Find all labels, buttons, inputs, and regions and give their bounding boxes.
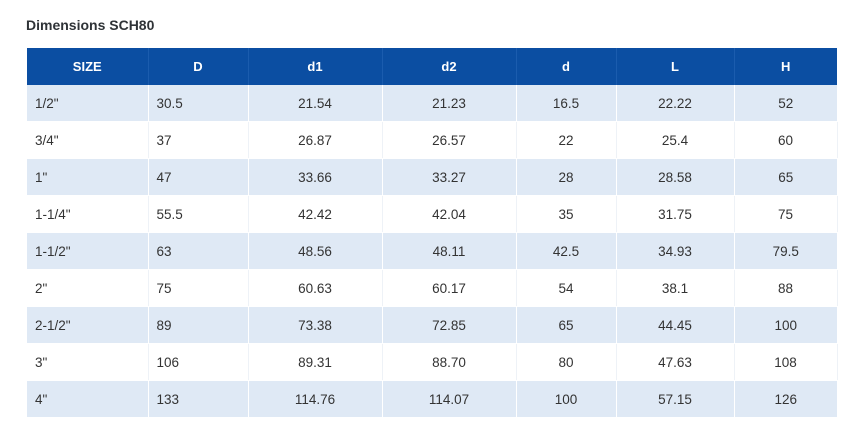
cell-D: 37 <box>148 121 249 159</box>
cell-D: 30.5 <box>148 85 249 122</box>
column-header-size: SIZE <box>27 48 149 85</box>
cell-H: 65 <box>734 158 837 196</box>
cell-H: 108 <box>734 343 838 381</box>
cell-L: 22.22 <box>616 85 735 122</box>
cell-d: 22 <box>516 121 617 159</box>
cell-size: 2-1/2" <box>27 306 149 344</box>
cell-D: 106 <box>148 343 249 381</box>
cell-d2: 48.11 <box>382 232 517 270</box>
cell-d1: 26.87 <box>248 121 383 159</box>
cell-L: 28.58 <box>616 158 735 196</box>
cell-D: 89 <box>148 306 249 344</box>
dimensions-table: SIZE D d1 d2 d L H 1/2" 30.5 21.54 21.23… <box>27 48 838 418</box>
table-row: 1/2" 30.5 21.54 21.23 16.5 22.22 52 <box>27 85 837 122</box>
column-header-D: D <box>148 48 249 85</box>
page-title: Dimensions SCH80 <box>26 17 155 33</box>
cell-size: 1-1/4" <box>27 195 149 233</box>
cell-d2: 33.27 <box>382 158 517 196</box>
cell-H: 88 <box>734 269 838 307</box>
column-header-L: L <box>616 48 735 85</box>
cell-d2: 114.07 <box>382 380 517 418</box>
cell-D: 63 <box>148 232 249 270</box>
column-header-d2: d2 <box>382 48 517 85</box>
cell-size: 3" <box>27 343 149 381</box>
column-header-d: d <box>516 48 617 85</box>
cell-size: 1" <box>27 158 149 196</box>
cell-d: 16.5 <box>516 85 617 122</box>
table-row: 1-1/2" 63 48.56 48.11 42.5 34.93 79.5 <box>27 232 837 270</box>
table-header-row: SIZE D d1 d2 d L H <box>27 48 837 85</box>
cell-d1: 60.63 <box>248 269 383 307</box>
cell-H: 52 <box>734 85 837 122</box>
cell-H: 79.5 <box>734 232 837 270</box>
cell-d1: 42.42 <box>248 195 383 233</box>
cell-d2: 60.17 <box>382 269 517 307</box>
cell-d1: 89.31 <box>248 343 383 381</box>
cell-d1: 48.56 <box>248 232 383 270</box>
cell-d1: 33.66 <box>248 158 383 196</box>
cell-D: 55.5 <box>148 195 249 233</box>
cell-L: 57.15 <box>616 380 735 418</box>
cell-H: 126 <box>734 380 837 418</box>
table-row: 2" 75 60.63 60.17 54 38.1 88 <box>27 269 838 307</box>
table-row: 1" 47 33.66 33.27 28 28.58 65 <box>27 158 837 196</box>
table-row: 3/4" 37 26.87 26.57 22 25.4 60 <box>27 121 838 159</box>
cell-D: 47 <box>148 158 249 196</box>
table-row: 3" 106 89.31 88.70 80 47.63 108 <box>27 343 838 381</box>
cell-d2: 88.70 <box>382 343 517 381</box>
cell-d2: 72.85 <box>382 306 517 344</box>
cell-d: 28 <box>516 158 617 196</box>
cell-D: 133 <box>148 380 249 418</box>
cell-d2: 26.57 <box>382 121 517 159</box>
cell-size: 1-1/2" <box>27 232 149 270</box>
cell-size: 3/4" <box>27 121 149 159</box>
cell-d1: 21.54 <box>248 85 383 122</box>
cell-size: 1/2" <box>27 85 149 122</box>
cell-size: 2" <box>27 269 149 307</box>
cell-size: 4" <box>27 380 149 418</box>
table-row: 4" 133 114.76 114.07 100 57.15 126 <box>27 380 837 418</box>
cell-d: 80 <box>516 343 617 381</box>
cell-d: 65 <box>516 306 617 344</box>
cell-L: 31.75 <box>616 195 735 233</box>
cell-L: 25.4 <box>616 121 735 159</box>
table-row: 2-1/2" 89 73.38 72.85 65 44.45 100 <box>27 306 837 344</box>
cell-d1: 73.38 <box>248 306 383 344</box>
cell-d: 100 <box>516 380 617 418</box>
cell-d2: 42.04 <box>382 195 517 233</box>
cell-H: 100 <box>734 306 837 344</box>
cell-L: 44.45 <box>616 306 735 344</box>
column-header-d1: d1 <box>248 48 383 85</box>
cell-H: 75 <box>734 195 838 233</box>
cell-d1: 114.76 <box>248 380 383 418</box>
cell-L: 38.1 <box>616 269 735 307</box>
cell-L: 34.93 <box>616 232 735 270</box>
column-header-H: H <box>734 48 837 85</box>
cell-D: 75 <box>148 269 249 307</box>
cell-d: 35 <box>516 195 617 233</box>
cell-d2: 21.23 <box>382 85 517 122</box>
cell-d: 42.5 <box>516 232 617 270</box>
cell-H: 60 <box>734 121 838 159</box>
cell-L: 47.63 <box>616 343 735 381</box>
table-row: 1-1/4" 55.5 42.42 42.04 35 31.75 75 <box>27 195 838 233</box>
cell-d: 54 <box>516 269 617 307</box>
